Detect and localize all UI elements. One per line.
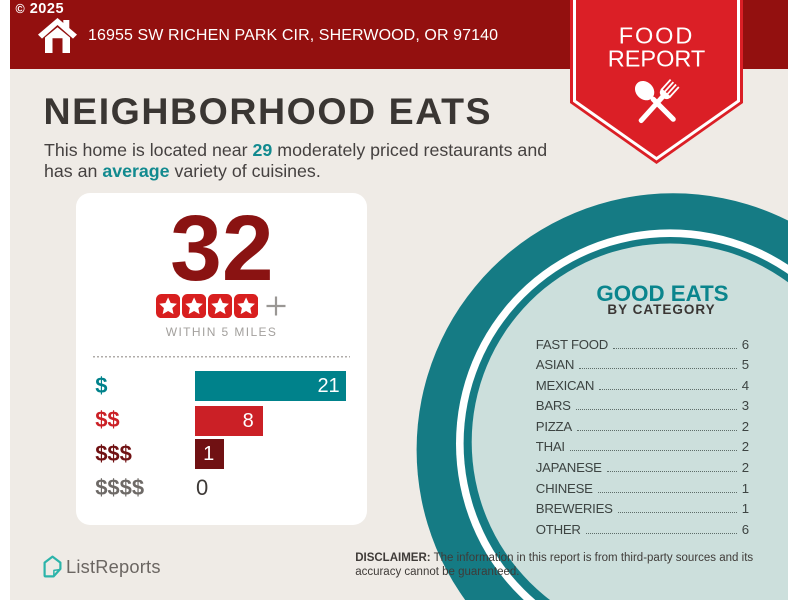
svg-text:REPORT: REPORT <box>608 46 706 72</box>
svg-text:FOOD: FOOD <box>619 22 694 48</box>
